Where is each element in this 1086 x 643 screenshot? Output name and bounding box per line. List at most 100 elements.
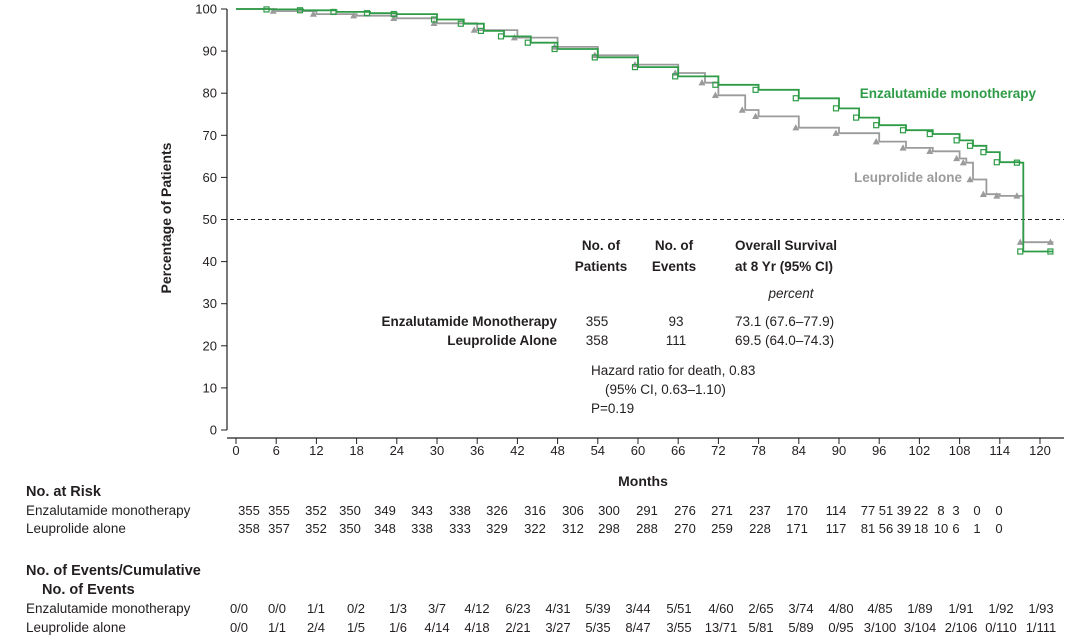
censor-mark <box>738 106 746 113</box>
events-row-label-leuprolide: Leuprolide alone <box>26 620 126 635</box>
events-cell: 6/23 <box>505 601 530 616</box>
cell-events-leuprolide: 111 <box>666 333 687 348</box>
y-tick-label: 10 <box>203 380 217 395</box>
cell-events-enzalutamide: 93 <box>668 314 683 329</box>
censor-mark <box>873 122 880 129</box>
survival-curves <box>236 6 1054 255</box>
x-tick-label: 54 <box>591 443 605 458</box>
at-risk-cell: 355 <box>238 503 260 518</box>
censor-mark <box>993 192 1001 199</box>
censor-mark <box>980 149 987 156</box>
censor-mark <box>966 175 974 183</box>
censor-mark <box>390 10 397 18</box>
events-cell: 0/0 <box>230 601 248 616</box>
censor-mark <box>832 105 840 112</box>
at-risk-cell: 114 <box>826 503 847 518</box>
at-risk-cell: 298 <box>598 521 620 536</box>
events-cell: 1/91 <box>948 601 973 616</box>
censor-mark <box>263 6 270 13</box>
at-risk-cell: 22 <box>914 503 928 518</box>
summary-table: No. of Patients No. of Events Overall Su… <box>381 238 837 348</box>
at-risk-cell: 171 <box>786 521 808 536</box>
events-cell: 4/14 <box>424 620 449 635</box>
x-tick-label: 102 <box>909 443 931 458</box>
at-risk-cell: 348 <box>374 521 396 536</box>
events-cell: 3/7 <box>428 601 446 616</box>
at-risk-cell: 355 <box>268 503 290 518</box>
events-cell: 1/111 <box>1026 620 1057 635</box>
censor-mark <box>792 95 799 102</box>
events-cell: 1/93 <box>1028 601 1053 616</box>
at-risk-cell: 316 <box>524 503 546 518</box>
at-risk-cell: 39 <box>897 503 911 518</box>
unit-percent: percent <box>767 286 814 301</box>
header-events-1: No. of <box>655 238 694 253</box>
censor-mark <box>1013 159 1021 166</box>
events-cell: 0/0 <box>268 601 286 616</box>
censor-mark <box>953 137 960 144</box>
events-cell: 3/44 <box>625 601 650 616</box>
censor-mark <box>752 112 760 120</box>
censor-mark <box>363 10 371 17</box>
censor-mark <box>959 159 967 166</box>
censor-mark <box>966 142 974 149</box>
censor-mark <box>752 86 759 93</box>
x-tick-label: 0 <box>232 443 239 458</box>
events-cell: 5/51 <box>666 601 691 616</box>
at-risk-cell: 350 <box>339 503 361 518</box>
row-label-leuprolide: Leuprolide Alone <box>447 333 557 348</box>
events-cell: 5/39 <box>585 601 610 616</box>
censor-mark <box>457 20 464 27</box>
x-tick-label: 114 <box>989 443 1010 458</box>
events-cell: 3/27 <box>545 620 570 635</box>
y-tick-label: 90 <box>203 44 217 59</box>
x-tick-label: 48 <box>550 443 564 458</box>
censor-mark <box>899 144 907 151</box>
at-risk-cell: 300 <box>598 503 620 518</box>
at-risk-cell: 18 <box>914 521 928 536</box>
at-risk-cell: 333 <box>449 521 471 536</box>
events-cell: 5/35 <box>585 620 610 635</box>
at-risk-cell: 326 <box>486 503 508 518</box>
censor-mark <box>524 39 531 46</box>
hazard-annotation: Hazard ratio for death, 0.83 (95% CI, 0.… <box>591 363 755 416</box>
events-cell: 13/71 <box>705 620 738 635</box>
x-tick-label: 12 <box>309 443 323 458</box>
events-cell: 4/31 <box>545 601 570 616</box>
at-risk-cell: 228 <box>749 521 771 536</box>
at-risk-cell: 0 <box>995 503 1002 518</box>
x-tick-label: 108 <box>949 443 971 458</box>
at-risk-cell: 306 <box>562 503 584 518</box>
censor-mark <box>430 16 438 23</box>
y-axis-title: Percentage of Patients <box>158 142 174 293</box>
at-risk-cell: 77 <box>861 503 875 518</box>
x-tick-label: 36 <box>470 443 484 458</box>
at-risk-cell: 358 <box>238 521 260 536</box>
x-tick-label: 24 <box>390 443 404 458</box>
censor-mark <box>979 190 987 197</box>
at-risk-cell: 338 <box>411 521 433 536</box>
x-tick-label: 6 <box>273 443 280 458</box>
at-risk-cell: 0 <box>973 503 980 518</box>
at-risk-cell: 352 <box>305 521 327 536</box>
y-tick-label: 100 <box>195 2 217 17</box>
events-cell: 1/3 <box>389 601 407 616</box>
x-axis-title: Months <box>618 473 668 489</box>
header-events-2: Events <box>652 259 696 274</box>
series-enzalutamide <box>236 6 1054 255</box>
cell-survival-leuprolide: 69.5 (64.0–74.3) <box>735 333 834 348</box>
censor-mark <box>872 137 880 145</box>
at-risk-cell: 329 <box>486 521 508 536</box>
at-risk-cell: 237 <box>749 503 771 518</box>
censor-mark <box>1047 248 1054 255</box>
x-tick-label: 60 <box>631 443 645 458</box>
censor-mark <box>477 27 484 34</box>
events-cell: 5/89 <box>788 620 813 635</box>
censor-mark <box>350 12 358 19</box>
censor-mark <box>591 54 598 61</box>
censor-mark <box>296 7 304 14</box>
x-tick-label: 30 <box>430 443 444 458</box>
cell-patients-enzalutamide: 355 <box>586 314 609 329</box>
events-cell: 4/85 <box>867 601 892 616</box>
